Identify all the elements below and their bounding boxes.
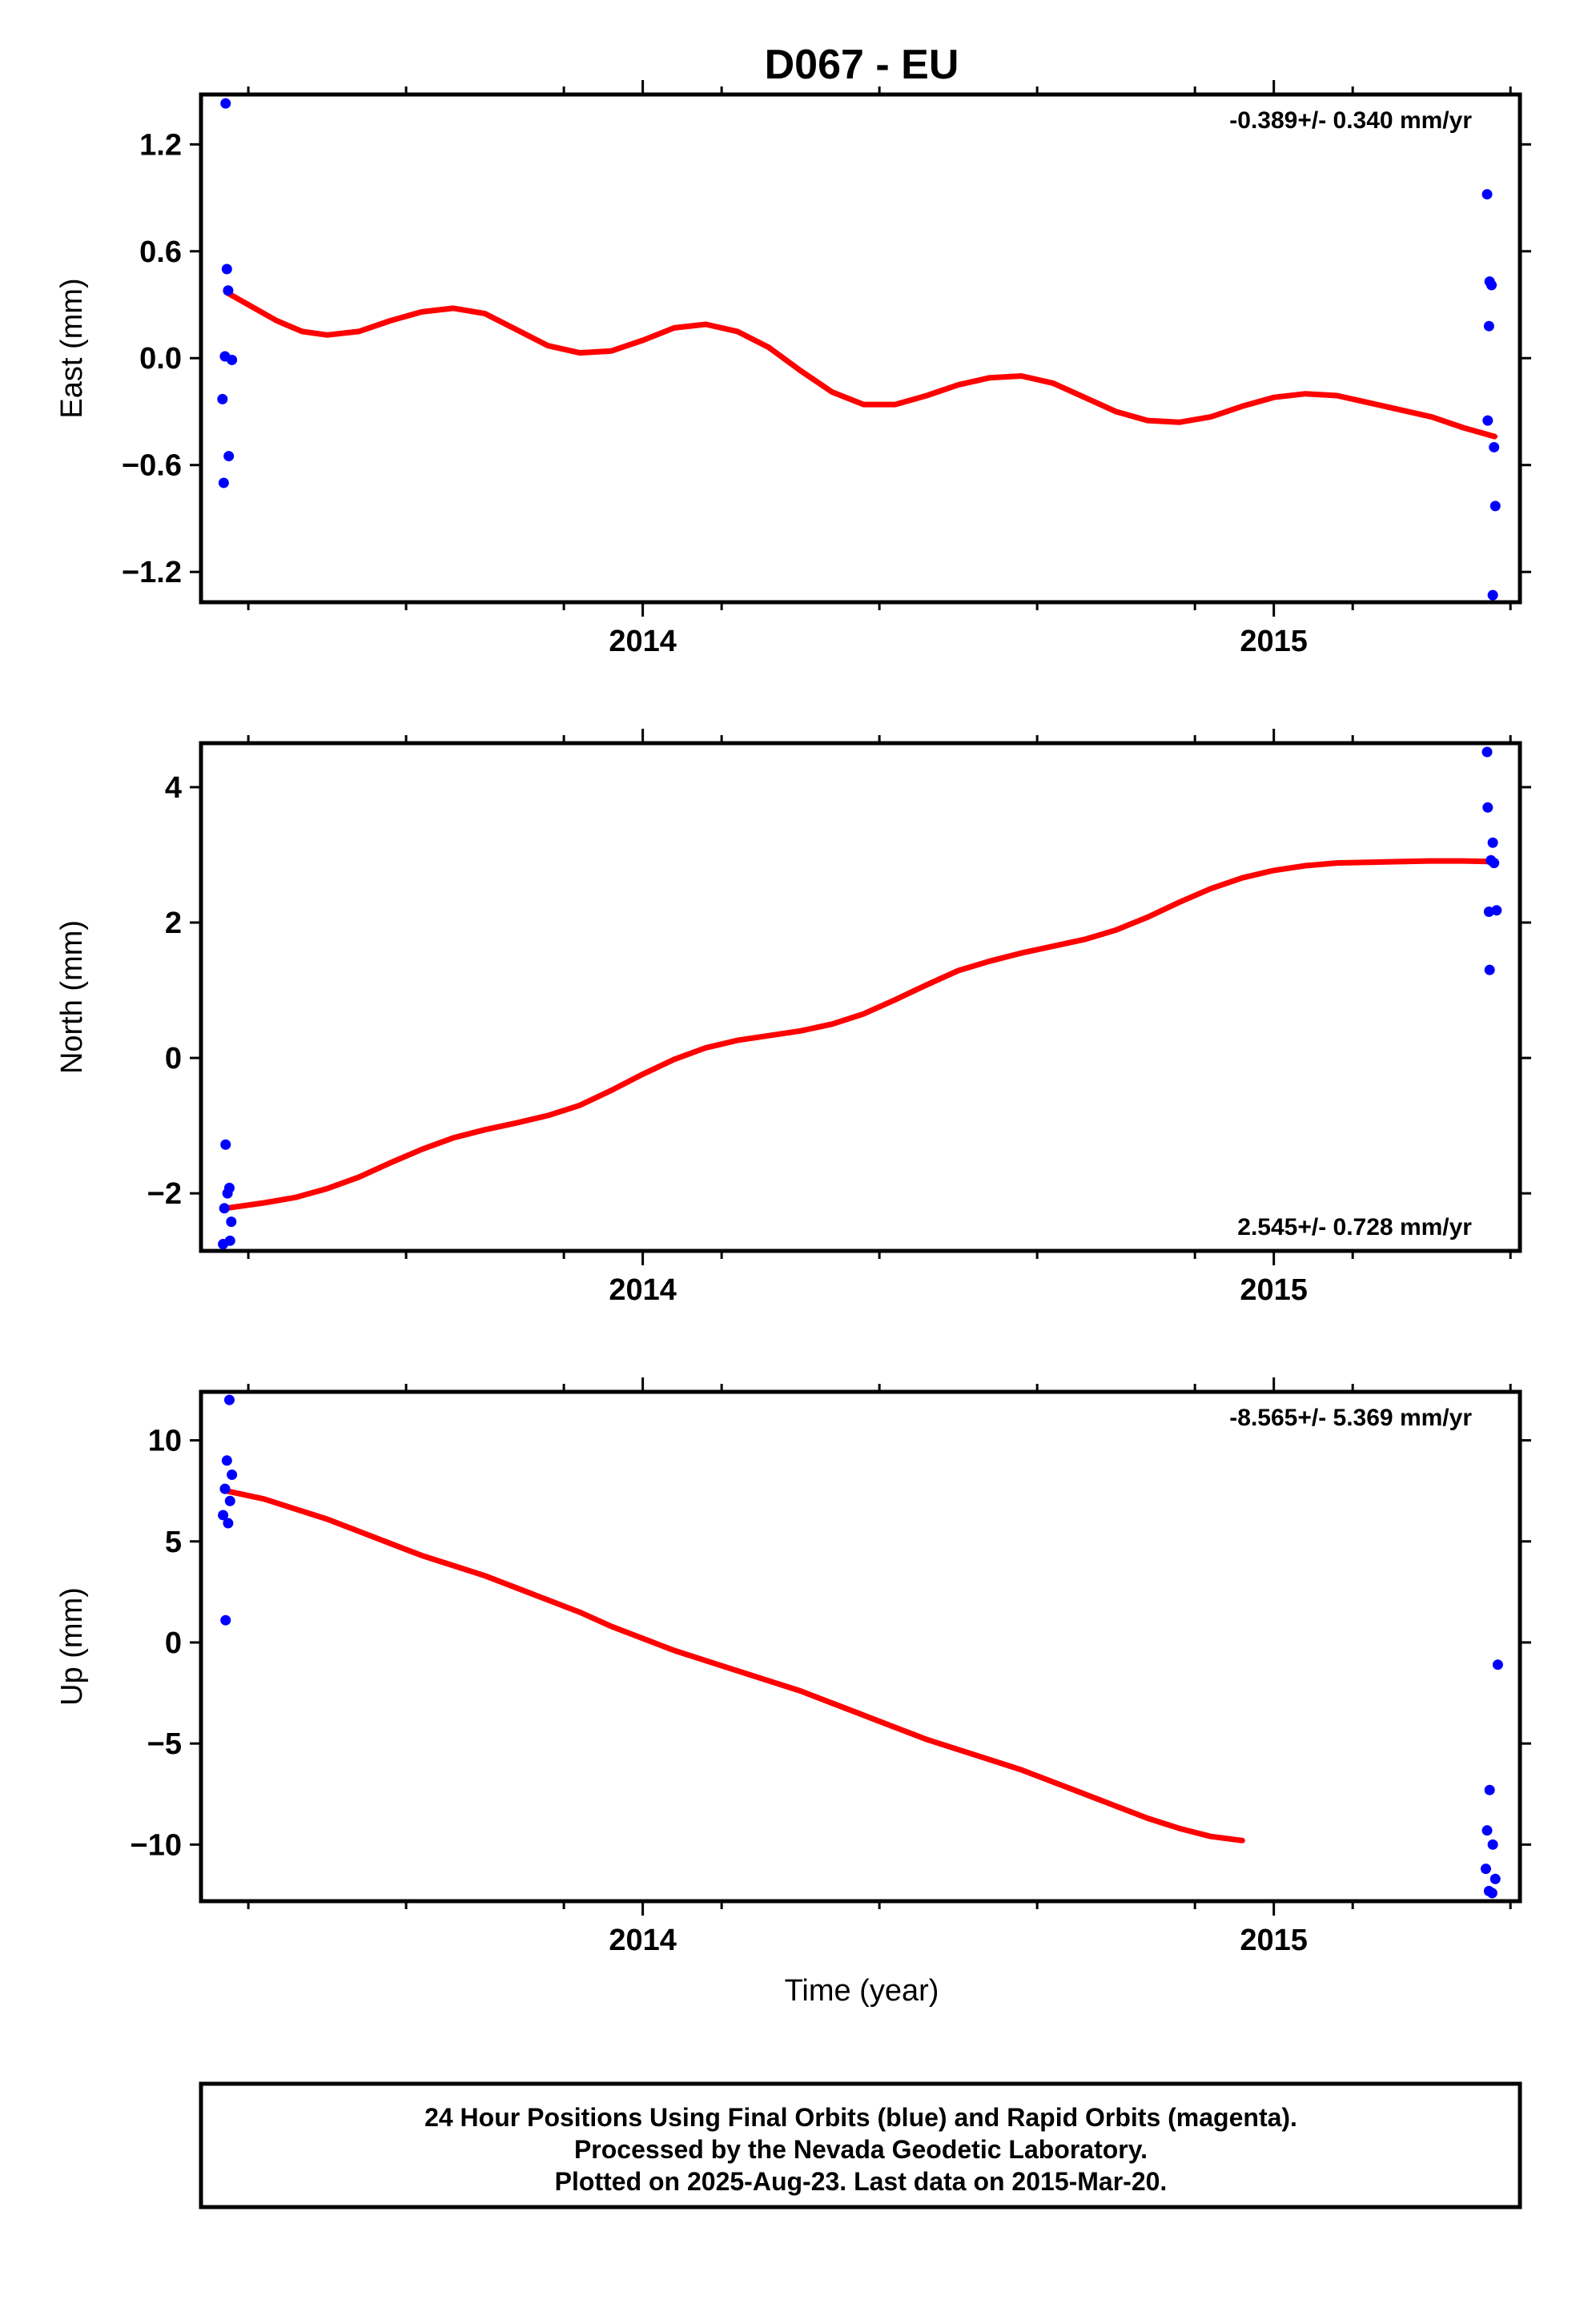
up-ytick-label: 0 — [165, 1626, 182, 1660]
up-data-point — [218, 1510, 229, 1521]
north-ytick-label: −2 — [147, 1177, 182, 1211]
footer-line-processed: Processed by the Nevada Geodetic Laborat… — [574, 2135, 1148, 2164]
east-ytick-label: 1.2 — [139, 128, 182, 162]
east-data-point — [221, 263, 232, 275]
up-ytick-label: 10 — [148, 1425, 182, 1458]
north-data-point — [219, 1203, 230, 1214]
east-fit-line — [223, 289, 1498, 440]
north-data-point — [1487, 837, 1498, 848]
up-data-point — [224, 1495, 235, 1506]
up-data-point — [221, 1455, 232, 1466]
north-y-axis-label: North (mm) — [55, 920, 89, 1074]
up-data-point — [1492, 1659, 1503, 1671]
up-data-point — [1489, 1873, 1501, 1884]
up-data-point — [1480, 1864, 1491, 1875]
north-ytick-label: 0 — [165, 1042, 182, 1076]
up-rate-label: -8.565+/- 5.369 mm/yr — [1229, 1405, 1472, 1431]
up-frame — [199, 1389, 1522, 1904]
east-data-point — [1489, 501, 1501, 512]
east-data-point — [223, 451, 235, 462]
footer-line-orbits: 24 Hour Positions Using Final Orbits (bl… — [424, 2103, 1297, 2132]
east-data-point — [218, 477, 229, 489]
up-data-point — [1484, 1784, 1495, 1795]
north-data-point — [1481, 746, 1493, 758]
up-data-point — [1487, 1839, 1498, 1850]
up-ytick-label: 5 — [165, 1526, 182, 1559]
east-ytick-label: −0.6 — [122, 449, 182, 483]
east-data-point — [1483, 320, 1494, 332]
east-ytick-label: 0.0 — [139, 342, 182, 376]
footer-box: 24 Hour Positions Using Final Orbits (bl… — [199, 2081, 1522, 2209]
east-ytick-label: 0.6 — [139, 235, 182, 269]
chart-title: D067 - EU — [765, 42, 959, 88]
north-panel: −2 0 2 4 2014 2015 North (mm) 2.545+/- 0.728 mm… — [55, 729, 1531, 1307]
north-xtick-label: 2015 — [1240, 1273, 1308, 1307]
up-xtick-label: 2015 — [1240, 1924, 1308, 1957]
up-panel: −10 −5 0 5 10 2014 2015 Up (mm) -8.565+/- 5.369 … — [55, 1377, 1531, 1957]
east-data-point — [223, 285, 234, 296]
east-data-point — [1487, 589, 1498, 601]
north-ytick-label: 4 — [165, 771, 182, 805]
east-xtick-label: 2014 — [609, 625, 677, 658]
x-axis-label: Time (year) — [785, 1974, 939, 2008]
north-data-point — [1489, 858, 1500, 869]
north-ytick-label: 2 — [165, 907, 182, 940]
footer-line-plotted: Plotted on 2025-Aug-23. Last data on 201… — [555, 2167, 1168, 2196]
up-data-point — [220, 1614, 231, 1626]
up-ytick-label: −5 — [147, 1727, 182, 1761]
east-y-axis-label: East (mm) — [55, 278, 89, 418]
east-data-point — [227, 354, 238, 365]
panels: −1.2 −0.6 0.0 0.6 1.2 2014 2015 East (mm) -0.389… — [55, 80, 1531, 1957]
east-xtick-label: 2015 — [1240, 625, 1308, 658]
north-data-point — [1482, 802, 1494, 813]
east-data-point — [1486, 279, 1498, 291]
north-data-point — [220, 1139, 231, 1150]
north-data-point — [1484, 964, 1495, 975]
east-rate-label: -0.389+/- 0.340 mm/yr — [1229, 107, 1472, 134]
up-data-point — [1486, 1888, 1498, 1899]
east-data-point — [1482, 415, 1494, 426]
up-xtick-label: 2014 — [609, 1924, 677, 1957]
up-y-axis-label: Up (mm) — [55, 1587, 89, 1706]
north-data-point — [218, 1239, 229, 1250]
east-ytick-label: −1.2 — [122, 556, 182, 589]
east-data-point — [220, 98, 231, 109]
up-data-point — [227, 1469, 238, 1480]
east-data-point — [1481, 189, 1493, 200]
north-rate-label: 2.545+/- 0.728 mm/yr — [1237, 1214, 1472, 1240]
north-data-point — [1491, 905, 1502, 916]
up-data-point — [1481, 1825, 1493, 1836]
east-frame — [199, 92, 1522, 605]
up-ytick-label: −10 — [131, 1828, 182, 1862]
north-fit-line — [223, 858, 1498, 1212]
up-data-point — [223, 1394, 235, 1405]
north-frame — [199, 741, 1522, 1253]
north-data-point — [226, 1216, 237, 1228]
up-data-point — [223, 1518, 234, 1529]
east-panel: −1.2 −0.6 0.0 0.6 1.2 2014 2015 East (mm) -0.389… — [55, 80, 1531, 658]
north-data-point — [222, 1188, 233, 1199]
up-fit-line — [223, 1488, 1245, 1844]
east-data-point — [217, 393, 228, 404]
up-data-point — [219, 1483, 231, 1494]
east-data-point — [1489, 441, 1500, 452]
north-xtick-label: 2014 — [609, 1273, 677, 1307]
